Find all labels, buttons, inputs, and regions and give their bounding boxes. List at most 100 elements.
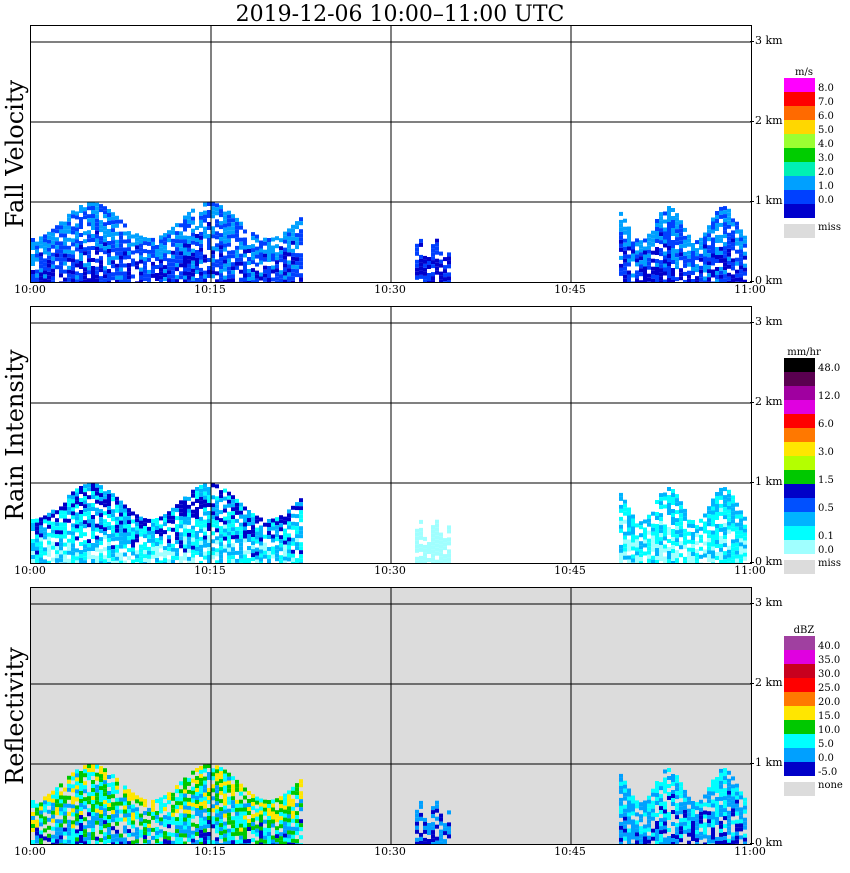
rain-intensity-echo-cell xyxy=(39,541,43,545)
rain-intensity-echo-cell xyxy=(179,556,183,560)
fall-velocity-echo-cell xyxy=(43,238,47,242)
rain-intensity-echo-cell xyxy=(735,543,739,547)
fall-velocity-echo-cell xyxy=(643,275,647,279)
reflectivity-echo-cell xyxy=(215,797,219,801)
reflectivity-echo-cell xyxy=(103,800,107,804)
reflectivity-echo-cell xyxy=(239,824,243,828)
fall-velocity-echo-cell xyxy=(283,240,287,244)
reflectivity-echo-cell xyxy=(147,824,151,828)
rain-intensity-echo-cell xyxy=(187,549,191,553)
rain-intensity-echo-cell xyxy=(435,552,439,556)
rain-intensity-colorbar-entry xyxy=(784,372,848,386)
fall-velocity-echo-cell xyxy=(667,226,671,230)
rain-intensity-echo-cell xyxy=(711,523,715,527)
reflectivity-echo-cell xyxy=(675,823,679,827)
fall-velocity-echo-cell xyxy=(43,270,47,274)
fall-velocity-echo-cell xyxy=(87,238,91,242)
fall-velocity-echo-cell xyxy=(219,241,223,245)
rain-intensity-echo-cell xyxy=(679,533,683,537)
fall-velocity-echo-cell xyxy=(107,257,111,261)
reflectivity-echo-cell xyxy=(711,816,715,820)
fall-velocity-echo-cell xyxy=(663,240,667,244)
reflectivity-echo-cell xyxy=(171,817,175,821)
rain-intensity-echo-cell xyxy=(87,483,91,487)
reflectivity-echo-cell xyxy=(719,841,723,844)
fall-velocity-echo-cell xyxy=(655,263,659,267)
fall-velocity-echo-cell xyxy=(211,254,215,258)
rain-intensity-echo-cell xyxy=(95,548,99,552)
reflectivity-echo-cell xyxy=(55,787,59,791)
rain-intensity-echo-cell xyxy=(259,534,263,538)
reflectivity-echo-cell xyxy=(643,805,647,809)
fall-velocity-echo-cell xyxy=(619,232,623,236)
reflectivity-echo-cell xyxy=(687,825,691,829)
reflectivity-echo-cell xyxy=(723,796,727,800)
reflectivity-echo-cell xyxy=(231,816,235,820)
reflectivity-echo-cell xyxy=(195,828,199,832)
fall-velocity-echo-cell xyxy=(283,280,287,282)
fall-velocity-echo-cell xyxy=(251,244,255,248)
rain-intensity-echo-cell xyxy=(727,562,731,563)
reflectivity-echo-cell xyxy=(731,820,735,824)
fall-velocity-echo-cell xyxy=(695,280,699,282)
rain-intensity-echo-cell xyxy=(207,527,211,531)
reflectivity-echo-cell xyxy=(231,796,235,800)
fall-velocity-echo-cell xyxy=(39,272,43,276)
fall-velocity-echo-cell xyxy=(703,269,707,273)
rain-intensity-echo-cell xyxy=(735,531,739,535)
rain-intensity-echo-cell xyxy=(675,526,679,530)
fall-velocity-echo-cell xyxy=(211,214,215,218)
reflectivity-echo-cell xyxy=(675,839,679,843)
rain-intensity-echo-cell xyxy=(251,549,255,553)
fall-velocity-echo-cell xyxy=(215,247,219,251)
reflectivity-echo-cell xyxy=(183,798,187,802)
reflectivity-echo-cell xyxy=(715,809,719,813)
reflectivity-echo-cell xyxy=(83,769,87,773)
fall-velocity-echo-cell xyxy=(111,212,115,216)
fall-velocity-echo-cell xyxy=(151,270,155,274)
reflectivity-echo-cell xyxy=(183,802,187,806)
rain-intensity-echo-cell xyxy=(431,549,435,553)
rain-intensity-echo-cell xyxy=(247,546,251,550)
reflectivity-echo-cell xyxy=(707,815,711,819)
reflectivity-echo-cell xyxy=(631,804,635,808)
fall-velocity-echo-cell xyxy=(43,246,47,250)
rain-intensity-echo-cell xyxy=(711,535,715,539)
reflectivity-echo-cell xyxy=(99,802,103,806)
reflectivity-echo-cell xyxy=(679,818,683,822)
reflectivity-echo-cell xyxy=(139,798,143,802)
reflectivity-echo-cell xyxy=(731,836,735,840)
reflectivity-echo-cell xyxy=(439,830,443,834)
fall-velocity-echo-cell xyxy=(715,235,719,239)
rain-intensity-echo-cell xyxy=(731,551,735,555)
fall-velocity-echo-cell xyxy=(59,233,63,237)
rain-intensity-echo-cell xyxy=(107,526,111,530)
reflectivity-echo-cell xyxy=(91,800,95,804)
fall-velocity-echo-cell xyxy=(199,268,203,272)
reflectivity-echo-cell xyxy=(655,797,659,801)
fall-velocity-echo-cell xyxy=(659,252,663,256)
reflectivity-echo-cell xyxy=(115,806,119,810)
fall-velocity-echo-cell xyxy=(655,279,659,282)
reflectivity-echo-cell xyxy=(243,804,247,808)
rain-intensity-echo-cell xyxy=(243,551,247,555)
fall-velocity-echo-cell xyxy=(627,255,631,259)
reflectivity-echo-cell xyxy=(115,802,119,806)
reflectivity-echo-cell xyxy=(687,809,691,813)
rain-intensity-colorbar-swatch xyxy=(784,456,815,470)
fall-velocity-echo-cell xyxy=(47,252,51,256)
reflectivity-echo-cell xyxy=(211,772,215,776)
fall-velocity-echo-cell xyxy=(667,214,671,218)
fall-velocity-echo-cell xyxy=(667,210,671,214)
fall-velocity-echo-cell xyxy=(731,278,735,282)
rain-intensity-colorbar-entry: 0.5 xyxy=(784,498,848,512)
fall-velocity-echo-cell xyxy=(47,272,51,276)
reflectivity-echo-cell xyxy=(659,834,663,838)
fall-velocity-echo-cell xyxy=(299,233,303,237)
rain-intensity-echo-cell xyxy=(219,526,223,530)
rain-intensity-echo-cell xyxy=(679,521,683,525)
rain-intensity-echo-cell xyxy=(179,508,183,512)
fall-velocity-echo-cell xyxy=(667,274,671,278)
fall-velocity-echo-cell xyxy=(107,229,111,233)
rain-intensity-echo-cell xyxy=(415,533,419,537)
